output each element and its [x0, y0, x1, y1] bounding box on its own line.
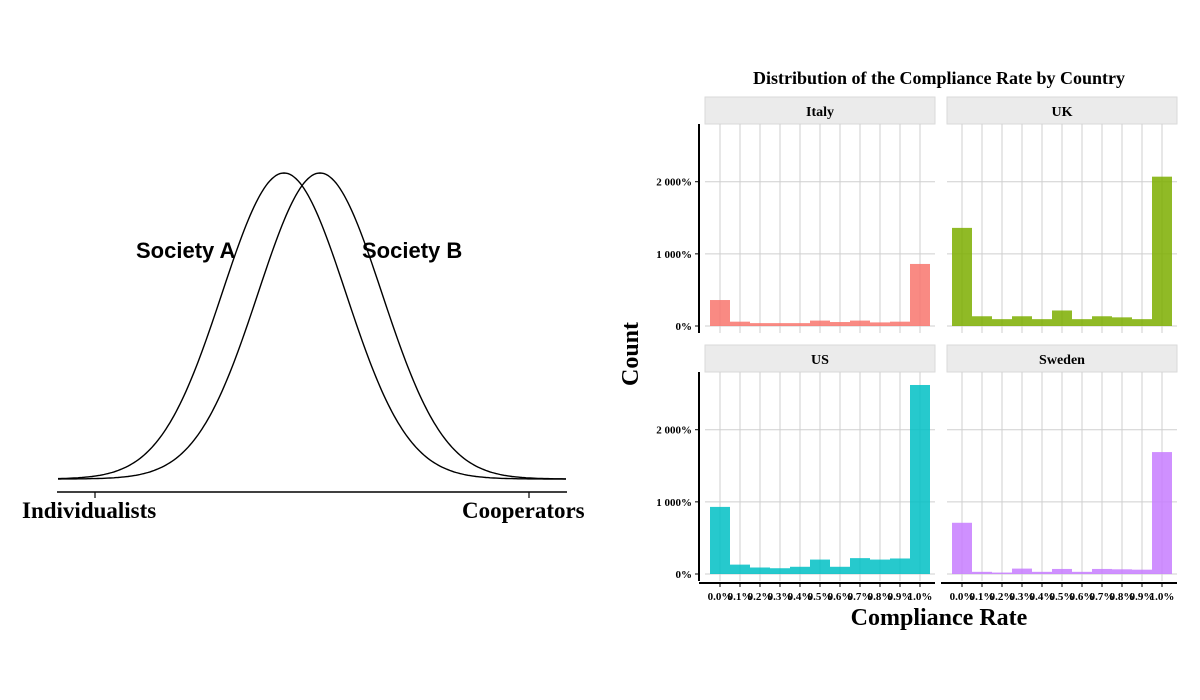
- y-tick-label: 2 000%: [656, 177, 692, 189]
- histogram-bar: [870, 322, 890, 326]
- histogram-bar: [830, 566, 850, 574]
- x-tick-label: 0.1%: [970, 591, 995, 603]
- histogram-bar: [1092, 568, 1112, 574]
- society-a-curve: [58, 172, 566, 480]
- x-tick-label: 0.5%: [1050, 591, 1075, 603]
- histogram-bar: [1032, 571, 1052, 574]
- histogram-bar: [1072, 571, 1092, 574]
- facet-strip-label: Italy: [806, 105, 834, 120]
- x-tick-label: 0.3%: [1010, 591, 1035, 603]
- histogram-bar: [910, 263, 930, 326]
- histogram-bar: [790, 566, 810, 574]
- x-tick-label: 1.0%: [908, 591, 933, 603]
- histogram-bar: [830, 322, 850, 326]
- chart-title: Distribution of the Compliance Rate by C…: [753, 68, 1125, 88]
- axis-left-label: Individualists: [22, 498, 156, 523]
- society-b-curve: [58, 172, 566, 480]
- axis-right-label: Cooperators: [462, 498, 585, 523]
- histogram-bar: [730, 321, 750, 326]
- x-tick-label: 0.0%: [950, 591, 975, 603]
- histogram-bar: [710, 506, 730, 574]
- histogram-bar: [952, 522, 972, 574]
- y-tick-label: 1 000%: [656, 497, 692, 509]
- histogram-bar: [1112, 317, 1132, 326]
- histogram-bar: [710, 300, 730, 326]
- histogram-bar: [770, 568, 790, 574]
- histogram-bar: [992, 572, 1012, 574]
- x-tick-label: 0.9%: [1130, 591, 1155, 603]
- facet-panel-uk: UK: [946, 96, 1178, 333]
- society-diagram: Society A Society B Individualists Coope…: [22, 172, 585, 523]
- histogram-bar: [1132, 319, 1152, 326]
- histogram-bar: [770, 323, 790, 326]
- x-tick-label: 0.4%: [788, 591, 813, 603]
- histogram-bar: [972, 571, 992, 574]
- x-tick-label: 0.8%: [868, 591, 893, 603]
- x-tick-label: 0.6%: [1070, 591, 1095, 603]
- facet-panel-italy: Italy 0% 1 000% 2 000%: [656, 96, 936, 333]
- society-b-label: Society B: [362, 238, 462, 263]
- histogram-bar: [1052, 568, 1072, 574]
- facet-strip: [704, 96, 936, 125]
- facet-panel-sweden: Sweden0.0%0.1%0.2%0.3%0.4%0.5%0.6%0.7%0.…: [941, 344, 1178, 603]
- histogram-bar: [750, 567, 770, 574]
- histogram-bar: [870, 559, 890, 574]
- compliance-chart: Distribution of the Compliance Rate by C…: [618, 68, 1178, 631]
- histogram-bar: [910, 384, 930, 574]
- facet-strip-label: US: [811, 353, 829, 368]
- x-tick-label: 0.4%: [1030, 591, 1055, 603]
- society-a-label: Society A: [136, 238, 236, 263]
- x-tick-label: 0.3%: [768, 591, 793, 603]
- x-tick-label: 0.2%: [990, 591, 1015, 603]
- facet-strip: [946, 344, 1178, 373]
- histogram-bar: [1112, 569, 1132, 574]
- histogram-bar: [1012, 568, 1032, 574]
- histogram-bar: [1052, 310, 1072, 326]
- x-tick-label: 0.9%: [888, 591, 913, 603]
- histogram-bar: [1132, 569, 1152, 574]
- histogram-bar: [810, 559, 830, 574]
- x-tick-label: 0.7%: [848, 591, 873, 603]
- x-tick-label: 0.2%: [748, 591, 773, 603]
- histogram-bar: [1152, 176, 1172, 326]
- y-axis-title: Count: [618, 322, 644, 386]
- x-tick-label: 0.0%: [708, 591, 733, 603]
- histogram-bar: [1032, 319, 1052, 326]
- histogram-bar: [890, 558, 910, 574]
- histogram-bar: [850, 320, 870, 326]
- x-tick-label: 0.5%: [808, 591, 833, 603]
- histogram-bar: [1092, 316, 1112, 326]
- x-tick-label: 0.6%: [828, 591, 853, 603]
- x-tick-label: 0.7%: [1090, 591, 1115, 603]
- x-tick-label: 0.8%: [1110, 591, 1135, 603]
- facet-strip: [704, 344, 936, 373]
- histogram-bar: [890, 321, 910, 326]
- histogram-bar: [1072, 319, 1092, 326]
- histogram-bar: [972, 316, 992, 326]
- y-tick-label: 2 000%: [656, 425, 692, 437]
- facet-strip: [946, 96, 1178, 125]
- histogram-bar: [790, 323, 810, 326]
- histogram-bar: [810, 320, 830, 326]
- histogram-bar: [1152, 452, 1172, 574]
- x-tick-label: 1.0%: [1150, 591, 1175, 603]
- histogram-bar: [750, 323, 770, 326]
- histogram-bar: [1012, 316, 1032, 326]
- y-tick-label: 1 000%: [656, 249, 692, 261]
- histogram-bar: [952, 227, 972, 326]
- facet-strip-label: UK: [1052, 105, 1073, 120]
- histogram-bar: [730, 564, 750, 574]
- facet-panels: Italy 0% 1 000% 2 000% UK US 0% 1 000% 2 000% 0.0…: [656, 96, 1178, 603]
- y-tick-label: 0%: [676, 569, 693, 581]
- y-tick-label: 0%: [676, 321, 693, 333]
- histogram-bar: [992, 319, 1012, 326]
- x-tick-label: 0.1%: [728, 591, 753, 603]
- histogram-bar: [850, 558, 870, 574]
- facet-panel-us: US 0% 1 000% 2 000% 0.0%0.1%0.2%0.3%0.4%0.5%…: [656, 344, 936, 603]
- facet-strip-label: Sweden: [1039, 353, 1085, 368]
- x-axis-title: Compliance Rate: [851, 605, 1028, 631]
